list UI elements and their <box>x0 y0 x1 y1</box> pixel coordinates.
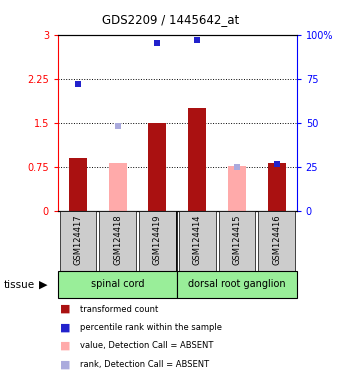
Text: spinal cord: spinal cord <box>91 279 144 289</box>
Text: ■: ■ <box>60 341 70 351</box>
Text: ▶: ▶ <box>39 280 48 290</box>
Text: GSM124414: GSM124414 <box>193 214 202 265</box>
Text: GSM124416: GSM124416 <box>272 214 281 265</box>
Point <box>234 164 240 170</box>
Bar <box>109 163 127 211</box>
Text: percentile rank within the sample: percentile rank within the sample <box>80 323 222 332</box>
Text: ■: ■ <box>60 323 70 333</box>
Text: transformed count: transformed count <box>80 305 158 314</box>
Point <box>75 81 80 87</box>
Bar <box>177 271 297 298</box>
Text: ■: ■ <box>60 359 70 369</box>
Text: tissue: tissue <box>3 280 34 290</box>
Bar <box>268 163 286 211</box>
Text: GSM124415: GSM124415 <box>233 214 241 265</box>
Bar <box>60 211 96 271</box>
Text: GDS2209 / 1445642_at: GDS2209 / 1445642_at <box>102 13 239 26</box>
Text: ■: ■ <box>60 304 70 314</box>
Text: GSM124417: GSM124417 <box>73 214 83 265</box>
Bar <box>188 108 206 211</box>
Bar <box>228 166 246 211</box>
Bar <box>258 211 295 271</box>
Text: rank, Detection Call = ABSENT: rank, Detection Call = ABSENT <box>80 360 209 369</box>
Text: GSM124419: GSM124419 <box>153 214 162 265</box>
Bar <box>139 211 176 271</box>
Point <box>155 40 160 46</box>
Bar <box>99 211 136 271</box>
Point <box>274 161 280 167</box>
Text: GSM124418: GSM124418 <box>113 214 122 265</box>
Text: value, Detection Call = ABSENT: value, Detection Call = ABSENT <box>80 341 213 351</box>
Bar <box>58 271 177 298</box>
Bar <box>148 123 166 211</box>
Bar <box>219 211 255 271</box>
Point <box>115 123 120 129</box>
Point <box>194 37 200 43</box>
Bar <box>179 211 216 271</box>
Bar <box>69 158 87 211</box>
Text: dorsal root ganglion: dorsal root ganglion <box>188 279 286 289</box>
